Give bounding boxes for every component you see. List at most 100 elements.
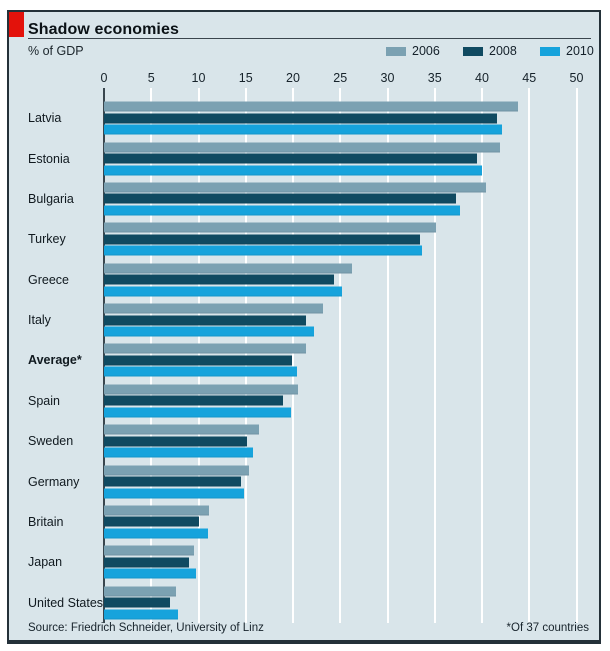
bar-2008 [104, 395, 283, 406]
bar-2010 [104, 407, 292, 418]
gridline-45 [528, 98, 531, 623]
x-tick-mark-5 [150, 88, 153, 98]
bar-2010 [104, 245, 422, 256]
bar-2010 [104, 205, 461, 216]
bar-2008 [104, 436, 247, 447]
source-text: Source: Friedrich Schneider, University … [28, 622, 264, 634]
chart-panel: Shadow economies % of GDP 2006 2008 2010… [7, 10, 601, 644]
bar-2006 [104, 343, 307, 354]
bar-group [104, 505, 209, 539]
gridline-35 [433, 98, 436, 623]
category-label: Spain [28, 393, 60, 408]
legend-item-2010: 2010 [540, 44, 594, 58]
category-label: Britain [28, 514, 64, 529]
legend-label-2008: 2008 [489, 44, 517, 58]
plot-area: Latvia Estonia Bulgaria Turkey Greece Italy Av… [9, 98, 599, 623]
legend-swatch-2006 [386, 46, 406, 56]
x-tick-label-5: 5 [147, 71, 155, 85]
bar-2010 [104, 568, 196, 579]
bar-2008 [104, 113, 498, 124]
legend-label-2006: 2006 [412, 44, 440, 58]
category-row-estonia: Estonia [9, 138, 599, 178]
category-label: Turkey [28, 232, 66, 247]
chart-title: Shadow economies [28, 21, 179, 38]
bar-rows: Latvia Estonia Bulgaria Turkey Greece Italy Av… [9, 98, 599, 623]
category-row-turkey: Turkey [9, 219, 599, 259]
category-label: Italy [28, 313, 51, 328]
bar-group [104, 142, 500, 176]
bar-2008 [104, 193, 456, 204]
category-label: Bulgaria [28, 191, 74, 206]
legend: 2006 2008 2010 [9, 44, 599, 58]
bar-2010 [104, 447, 254, 458]
bar-group [104, 424, 259, 458]
category-label: Greece [28, 272, 69, 287]
bar-group [104, 222, 436, 256]
x-tick-mark-50 [575, 88, 578, 98]
bar-2006 [104, 384, 298, 395]
category-row-sweden: Sweden [9, 421, 599, 461]
category-row-bulgaria: Bulgaria [9, 179, 599, 219]
bar-2010 [104, 609, 178, 620]
bar-group [104, 101, 518, 135]
category-row-spain: Spain [9, 381, 599, 421]
bar-group [104, 545, 196, 579]
gridline-40 [481, 98, 483, 623]
bar-2008 [104, 516, 200, 527]
bar-group [104, 343, 307, 377]
legend-label-2010: 2010 [566, 44, 594, 58]
category-row-japan: Japan [9, 542, 599, 582]
category-label: Estonia [28, 151, 70, 166]
x-tick-label-40: 40 [475, 71, 489, 85]
x-tick-mark-15 [244, 88, 247, 98]
economist-red-tab [9, 12, 24, 37]
x-tick-mark-0 [103, 88, 105, 98]
bar-2010 [104, 124, 502, 135]
bar-group [104, 586, 178, 620]
legend-item-2006: 2006 [386, 44, 440, 58]
x-tick-mark-40 [481, 88, 483, 98]
category-row-united-states: United States [9, 583, 599, 623]
bar-group [104, 182, 486, 216]
bar-2006 [104, 505, 209, 516]
bar-2006 [104, 424, 259, 435]
bar-2006 [104, 586, 176, 597]
x-tick-label-45: 45 [522, 71, 537, 85]
category-label: Sweden [28, 434, 74, 449]
gridline-50 [575, 98, 578, 623]
bar-2006 [104, 142, 500, 153]
bar-2008 [104, 476, 241, 487]
category-label: United States [28, 595, 104, 610]
category-row-italy: Italy [9, 300, 599, 340]
bar-2008 [104, 597, 171, 608]
bar-2010 [104, 528, 208, 539]
x-tick-label-35: 35 [427, 71, 442, 85]
x-tick-label-20: 20 [286, 71, 300, 85]
gridline-20 [292, 98, 294, 623]
x-tick-label-50: 50 [569, 71, 584, 85]
x-tick-mark-25 [339, 88, 342, 98]
gridline-30 [386, 98, 389, 623]
category-row-average: Average* [9, 340, 599, 380]
category-row-latvia: Latvia [9, 98, 599, 138]
x-tick-mark-20 [292, 88, 294, 98]
bar-2008 [104, 153, 478, 164]
bar-2010 [104, 366, 297, 377]
bar-2008 [104, 557, 189, 568]
bar-2010 [104, 165, 482, 176]
chart-subtitle: % of GDP [28, 44, 84, 58]
gridline-25 [339, 98, 342, 623]
bar-2006 [104, 545, 194, 556]
bar-2006 [104, 303, 324, 314]
bar-group [104, 303, 324, 337]
bar-2006 [104, 465, 249, 476]
category-row-greece: Greece [9, 260, 599, 300]
bar-2008 [104, 315, 307, 326]
legend-swatch-2008 [463, 46, 483, 56]
x-tick-label-0: 0 [100, 71, 108, 85]
bar-2006 [104, 263, 352, 274]
category-row-britain: Britain [9, 502, 599, 542]
category-row-germany: Germany [9, 461, 599, 501]
category-label: Average* [28, 353, 82, 368]
bar-2010 [104, 286, 343, 297]
